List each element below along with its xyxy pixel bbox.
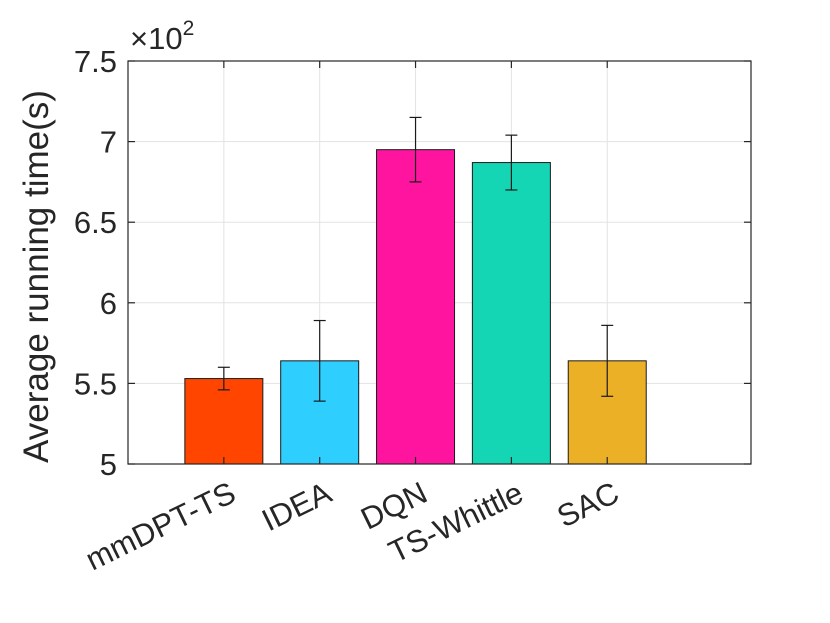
bar-ts-whittle [471, 162, 551, 465]
error-bar-layer [217, 116, 614, 402]
y-axis-multiplier: ×102 [130, 17, 194, 56]
error-bar [217, 366, 230, 391]
error-bar [601, 324, 614, 397]
error-bar [505, 134, 518, 191]
x-tick-label: mmDPT-TS [80, 475, 241, 577]
y-tick-label: 6 [100, 286, 117, 321]
y-axis-title: Average running time(s) [17, 90, 56, 463]
y-multiplier-exponent: 2 [183, 17, 195, 40]
axes-box [127, 60, 752, 465]
y-tick-label: 7.5 [74, 44, 117, 79]
y-tick-layer: 5 5.5 6 6.5 7 7.5 [74, 44, 751, 482]
bar-layer [184, 149, 647, 465]
x-tick-label: IDEA [256, 475, 337, 538]
y-tick-label: 5 [100, 447, 117, 482]
error-bar [313, 319, 326, 402]
error-bar [409, 116, 422, 183]
y-tick-label: 5.5 [74, 366, 117, 401]
y-multiplier-base: ×10 [130, 21, 183, 56]
y-tick-label: 7 [100, 125, 117, 160]
bar-mmdpt-ts [184, 378, 264, 465]
y-tick-label: 6.5 [74, 205, 117, 240]
x-tick-label: SAC [552, 475, 625, 534]
bar-dqn [376, 149, 456, 465]
